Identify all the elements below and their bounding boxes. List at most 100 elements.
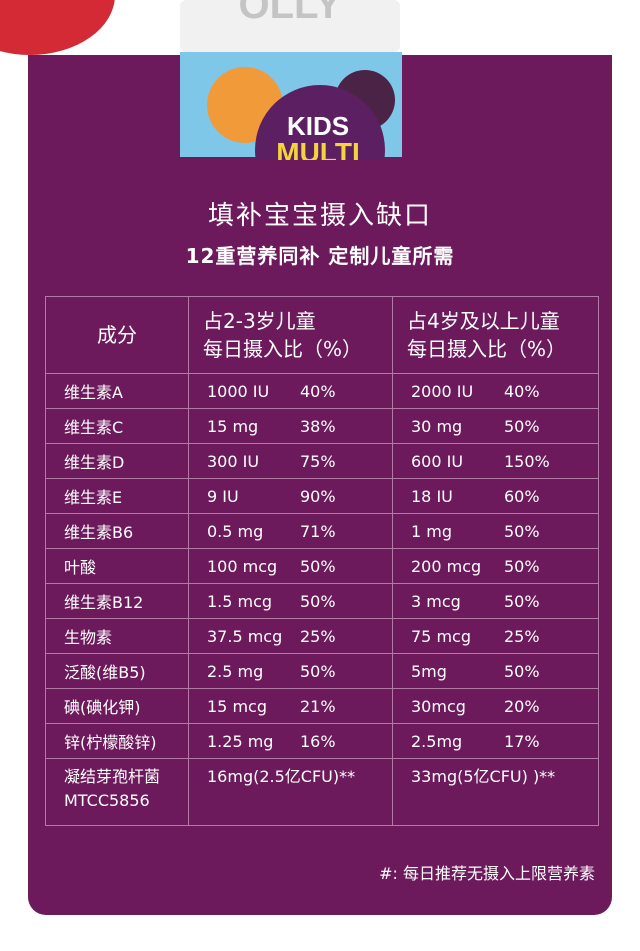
table-cell: 1000 IU 40% bbox=[188, 373, 393, 409]
amount: 1 mg bbox=[411, 521, 453, 541]
table-cell: 15 mcg 21% bbox=[188, 688, 393, 724]
amount: 2.5mg bbox=[411, 731, 463, 751]
percent: 25% bbox=[504, 626, 540, 646]
amount: 600 IU bbox=[411, 451, 464, 471]
strawberry bbox=[0, 0, 115, 55]
table-cell: 5mg 50% bbox=[392, 653, 599, 689]
table-cell: 9 IU 90% bbox=[188, 478, 393, 514]
footnote: #: 每日推荐无摄入上限营养素 bbox=[379, 864, 595, 883]
percent: 25% bbox=[300, 626, 336, 646]
percent: 38% bbox=[300, 416, 336, 436]
cell-text: 维生素B6 bbox=[64, 523, 134, 542]
table-cell: 300 IU 75% bbox=[188, 443, 393, 479]
table-cell: 碘(碘化钾) bbox=[45, 688, 189, 724]
amount: 1.25 mg bbox=[207, 731, 274, 751]
table-cell: 1 mg 50% bbox=[392, 513, 599, 549]
amount: 30 mg bbox=[411, 416, 463, 436]
amount: 18 IU bbox=[411, 486, 453, 506]
cell-text: 维生素E bbox=[64, 488, 123, 507]
label-badge bbox=[255, 85, 385, 160]
product-image: OLLY KIDS MULTI bbox=[0, 0, 402, 160]
cell-text: 维生素C bbox=[64, 418, 124, 437]
cell-text: 维生素B12 bbox=[64, 593, 144, 612]
table-cell: 2.5 mg 50% bbox=[188, 653, 393, 689]
header-cell: 占4岁及以上儿童 每日摄入比（%） bbox=[392, 296, 599, 374]
percent: 50% bbox=[300, 556, 336, 576]
table-cell: 锌(柠檬酸锌) bbox=[45, 723, 189, 759]
amount: 37.5 mcg bbox=[207, 626, 283, 646]
amount: 300 IU bbox=[207, 451, 260, 471]
percent: 40% bbox=[504, 381, 540, 401]
cell-text: 凝结芽孢杆菌 MTCC5856 bbox=[64, 767, 161, 810]
amount: 100 mcg bbox=[207, 556, 278, 576]
percent: 40% bbox=[300, 381, 336, 401]
percent: 50% bbox=[300, 591, 336, 611]
amount: 5mg bbox=[411, 661, 447, 681]
table-cell: 凝结芽孢杆菌 MTCC5856 bbox=[45, 758, 189, 826]
cell-text: 碘(碘化钾) bbox=[64, 698, 141, 717]
percent: 71% bbox=[300, 521, 336, 541]
table-cell: 15 mg 38% bbox=[188, 408, 393, 444]
table-row: 泛酸(维B5) 2.5 mg 50% 5mg 50% bbox=[45, 653, 599, 689]
header-row: 成分 占2-3岁儿童 每日摄入比（%） 占4岁及以上儿童 每日摄入比（%） bbox=[45, 296, 599, 374]
table-cell: 1.5 mcg 50% bbox=[188, 583, 393, 619]
cell-text: 33mg(5亿CFU) )** bbox=[411, 767, 556, 786]
amount: 75 mcg bbox=[411, 626, 471, 646]
table-cell: 维生素B6 bbox=[45, 513, 189, 549]
table-row: 凝结芽孢杆菌 MTCC5856 16mg(2.5亿CFU)** 33mg(5亿CFU… bbox=[45, 758, 599, 826]
amount: 9 IU bbox=[207, 486, 239, 506]
table-cell: 600 IU 150% bbox=[392, 443, 599, 479]
header-cell: 占2-3岁儿童 每日摄入比（%） bbox=[188, 296, 393, 374]
amount: 1000 IU bbox=[207, 381, 270, 401]
table-cell: 维生素C bbox=[45, 408, 189, 444]
table-cell: 3 mcg 50% bbox=[392, 583, 599, 619]
table-cell: 维生素D bbox=[45, 443, 189, 479]
amount: 15 mcg bbox=[207, 696, 267, 716]
cell-text: 维生素A bbox=[64, 383, 123, 402]
percent: 50% bbox=[504, 591, 540, 611]
header-cell: 成分 bbox=[45, 296, 189, 374]
table-cell: 叶酸 bbox=[45, 548, 189, 584]
table-row: 碘(碘化钾) 15 mcg 21% 30mcg 20% bbox=[45, 688, 599, 724]
table-cell: 维生素E bbox=[45, 478, 189, 514]
bottle-cap bbox=[180, 0, 400, 52]
table-cell: 18 IU 60% bbox=[392, 478, 599, 514]
table-cell: 75 mcg 25% bbox=[392, 618, 599, 654]
table-cell: 0.5 mg 71% bbox=[188, 513, 393, 549]
table-row: 维生素D 300 IU 75% 600 IU 150% bbox=[45, 443, 599, 479]
percent: 50% bbox=[504, 521, 540, 541]
cell-text: 锌(柠檬酸锌) bbox=[64, 733, 157, 752]
percent: 75% bbox=[300, 451, 336, 471]
table-row: 维生素A 1000 IU 40% 2000 IU 40% bbox=[45, 373, 599, 409]
percent: 50% bbox=[300, 661, 336, 681]
label-text: MULTI bbox=[276, 137, 359, 160]
label-text: KIDS bbox=[287, 111, 349, 141]
table-row: 锌(柠檬酸锌) 1.25 mg 16% 2.5mg 17% bbox=[45, 723, 599, 759]
table-row: 维生素B6 0.5 mg 71% 1 mg 50% bbox=[45, 513, 599, 549]
percent: 60% bbox=[504, 486, 540, 506]
table-cell: 泛酸(维B5) bbox=[45, 653, 189, 689]
cell-text: 泛酸(维B5) bbox=[64, 663, 146, 682]
table-cell: 30mcg 20% bbox=[392, 688, 599, 724]
amount: 3 mcg bbox=[411, 591, 461, 611]
percent: 50% bbox=[504, 416, 540, 436]
percent: 150% bbox=[504, 451, 550, 471]
percent: 20% bbox=[504, 696, 540, 716]
table-cell: 33mg(5亿CFU) )** bbox=[392, 758, 599, 826]
table-cell: 2.5mg 17% bbox=[392, 723, 599, 759]
nutrition-table: 成分 占2-3岁儿童 每日摄入比（%） 占4岁及以上儿童 每日摄入比（%） 维生素A 1… bbox=[45, 296, 599, 826]
table-cell: 16mg(2.5亿CFU)** bbox=[188, 758, 393, 826]
amount: 0.5 mg bbox=[207, 521, 264, 541]
table-cell: 37.5 mcg 25% bbox=[188, 618, 393, 654]
percent: 21% bbox=[300, 696, 336, 716]
table-cell: 2000 IU 40% bbox=[392, 373, 599, 409]
amount: 30mcg bbox=[411, 696, 466, 716]
table-row: 叶酸 100 mcg 50% 200 mcg 50% bbox=[45, 548, 599, 584]
percent: 50% bbox=[504, 661, 540, 681]
amount: 200 mcg bbox=[411, 556, 482, 576]
table-row: 维生素B12 1.5 mcg 50% 3 mcg 50% bbox=[45, 583, 599, 619]
cell-text: 生物素 bbox=[64, 628, 113, 647]
amount: 15 mg bbox=[207, 416, 259, 436]
percent: 16% bbox=[300, 731, 336, 751]
